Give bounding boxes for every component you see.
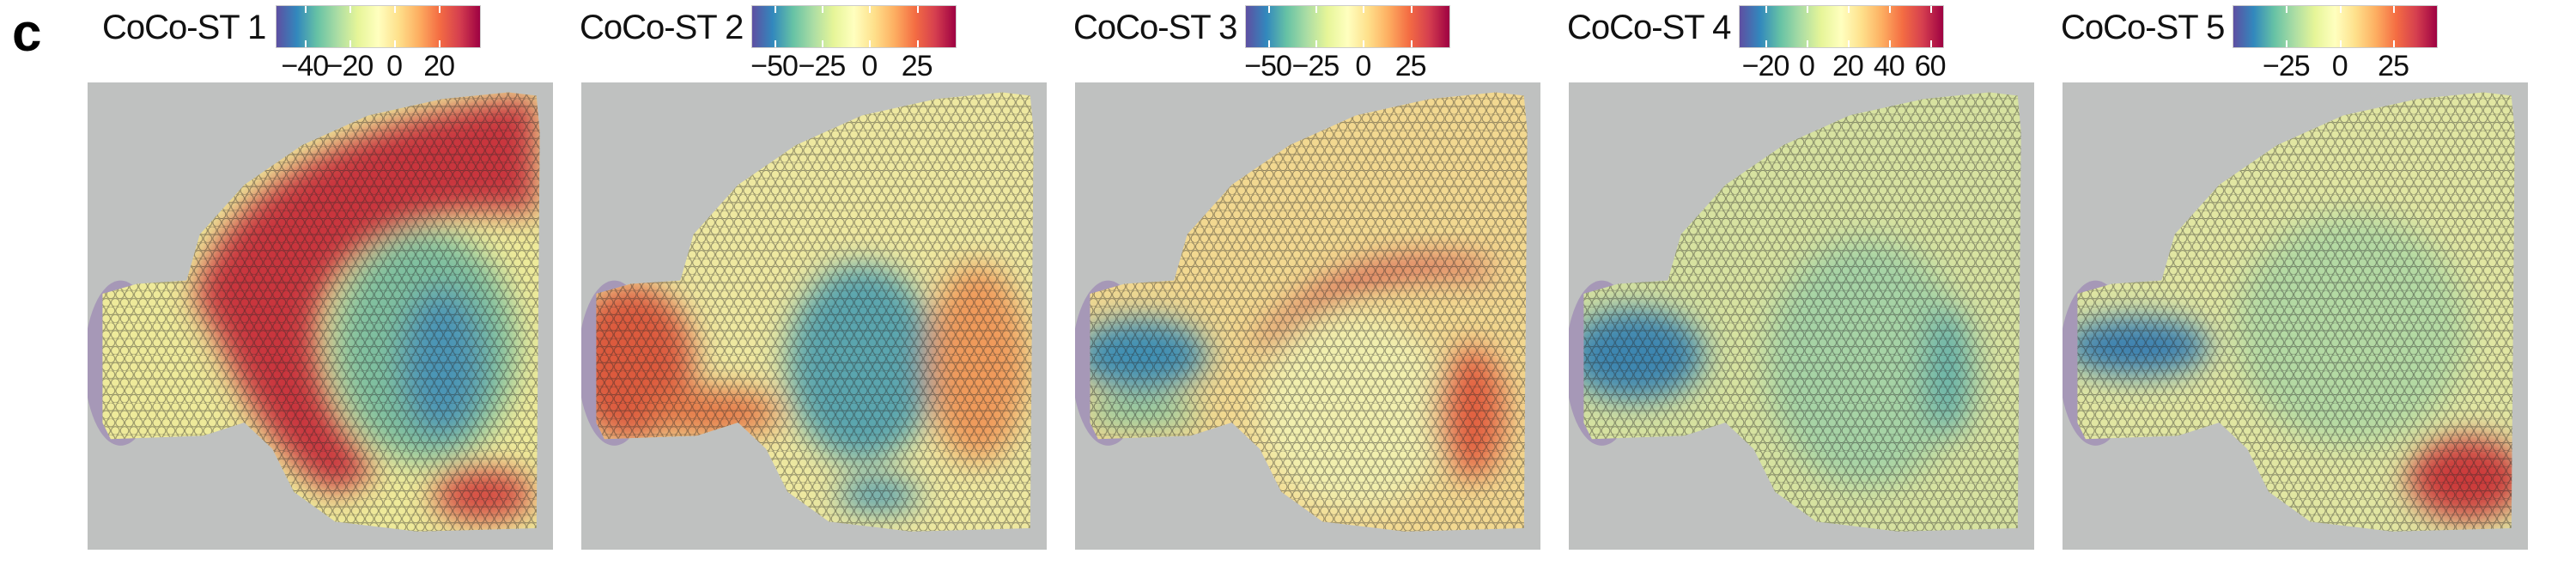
tissue-image [1075, 82, 1540, 550]
colorbar-tick [1847, 6, 1850, 13]
colorbar-tick [1765, 40, 1768, 47]
tissue-image [88, 82, 553, 550]
colorbar-tick-label: 20 [1832, 50, 1864, 82]
panel-title: CoCo-ST 1 [102, 9, 266, 46]
colorbar-tick-label: 25 [2378, 50, 2409, 82]
colorbar [751, 5, 957, 48]
colorbar-tick-label: 40 [1873, 50, 1905, 82]
colorbar-tick [2286, 6, 2288, 13]
colorbar [276, 5, 481, 48]
colorbar-tick-label: 0 [1799, 50, 1815, 82]
colorbar-tick [1929, 40, 1932, 47]
colorbar-tick [821, 6, 823, 13]
colorbar-tick [1363, 6, 1365, 13]
spatial-panel-2: CoCo-ST 2 −50 −25 0 25 [580, 0, 1060, 578]
colorbar-tick [2339, 40, 2342, 47]
colorbar-tick [1315, 6, 1317, 13]
colorbar-tick [774, 6, 776, 13]
colorbar-tick-label: 25 [1394, 50, 1427, 82]
spatial-panel-1: CoCo-ST 1 −40 −20 0 20 [86, 0, 567, 578]
colorbar-tick [1410, 6, 1413, 13]
spatial-panel-5: CoCo-ST 5 −25 0 25 [2061, 0, 2542, 578]
colorbar-tick [439, 40, 441, 47]
colorbar-tick-label: 60 [1914, 50, 1947, 82]
panel-title: CoCo-ST 4 [1567, 9, 1731, 46]
colorbar-tick [394, 6, 397, 13]
colorbar-tick [394, 40, 397, 47]
spatial-panel-4: CoCo-ST 4 −20 0 20 40 60 [1567, 0, 2048, 578]
colorbar-tick [1363, 40, 1365, 47]
colorbar-tick-label: −20 [325, 50, 374, 82]
colorbar-tick-label: 0 [1355, 50, 1371, 82]
colorbar-tick [1807, 40, 1808, 47]
colorbar-tick [1267, 6, 1270, 13]
colorbar-tick [1929, 6, 1932, 13]
colorbar-tick [1847, 40, 1850, 47]
colorbar-tick [1410, 40, 1413, 47]
colorbar-tick-label: −20 [1741, 50, 1790, 82]
colorbar-tick-label: 20 [423, 50, 455, 82]
colorbar-tick-label: −40 [281, 50, 330, 82]
colorbar-tick [774, 40, 776, 47]
colorbar-tick [869, 6, 872, 13]
colorbar-tick [1315, 40, 1317, 47]
colorbar-tick [1765, 6, 1768, 13]
colorbar-tick [869, 40, 872, 47]
panel-title: CoCo-ST 2 [580, 9, 744, 46]
panel-title: CoCo-ST 5 [2061, 9, 2225, 46]
colorbar-tick [304, 40, 307, 47]
colorbar-tick [349, 40, 351, 47]
colorbar-tick-label: 0 [861, 50, 878, 82]
colorbar-tick-label: −25 [2263, 50, 2311, 82]
colorbar-tick [439, 6, 441, 13]
colorbar-tick [916, 40, 919, 47]
panel-title: CoCo-ST 3 [1073, 9, 1237, 46]
colorbar-tick-label: −25 [1291, 50, 1340, 82]
colorbar-tick-label: 0 [2331, 50, 2348, 82]
colorbar-tick [1807, 6, 1808, 13]
tissue-image [2063, 82, 2528, 550]
colorbar-tick-label: −25 [798, 50, 847, 82]
colorbar [2233, 5, 2438, 48]
colorbar-tick [1888, 40, 1891, 47]
colorbar-tick [349, 6, 351, 13]
colorbar-tick-label: 0 [386, 50, 403, 82]
colorbar [1245, 5, 1450, 48]
colorbar-tick [916, 6, 919, 13]
colorbar-tick [2393, 40, 2396, 47]
spatial-panel-3: CoCo-ST 3 −50 −25 0 25 [1073, 0, 1554, 578]
colorbar-tick [1888, 6, 1891, 13]
colorbar-tick [2339, 6, 2342, 13]
tissue-image [581, 82, 1047, 550]
colorbar-tick-label: 25 [901, 50, 933, 82]
colorbar-tick [304, 6, 307, 13]
colorbar-tick [1267, 40, 1270, 47]
colorbar-tick [2286, 40, 2288, 47]
colorbar-tick-label: −50 [1244, 50, 1292, 82]
panel-label: c [12, 3, 42, 63]
colorbar-tick-label: −50 [750, 50, 799, 82]
colorbar-tick [821, 40, 823, 47]
colorbar [1739, 5, 1944, 48]
tissue-image [1569, 82, 2034, 550]
colorbar-tick [2393, 6, 2396, 13]
